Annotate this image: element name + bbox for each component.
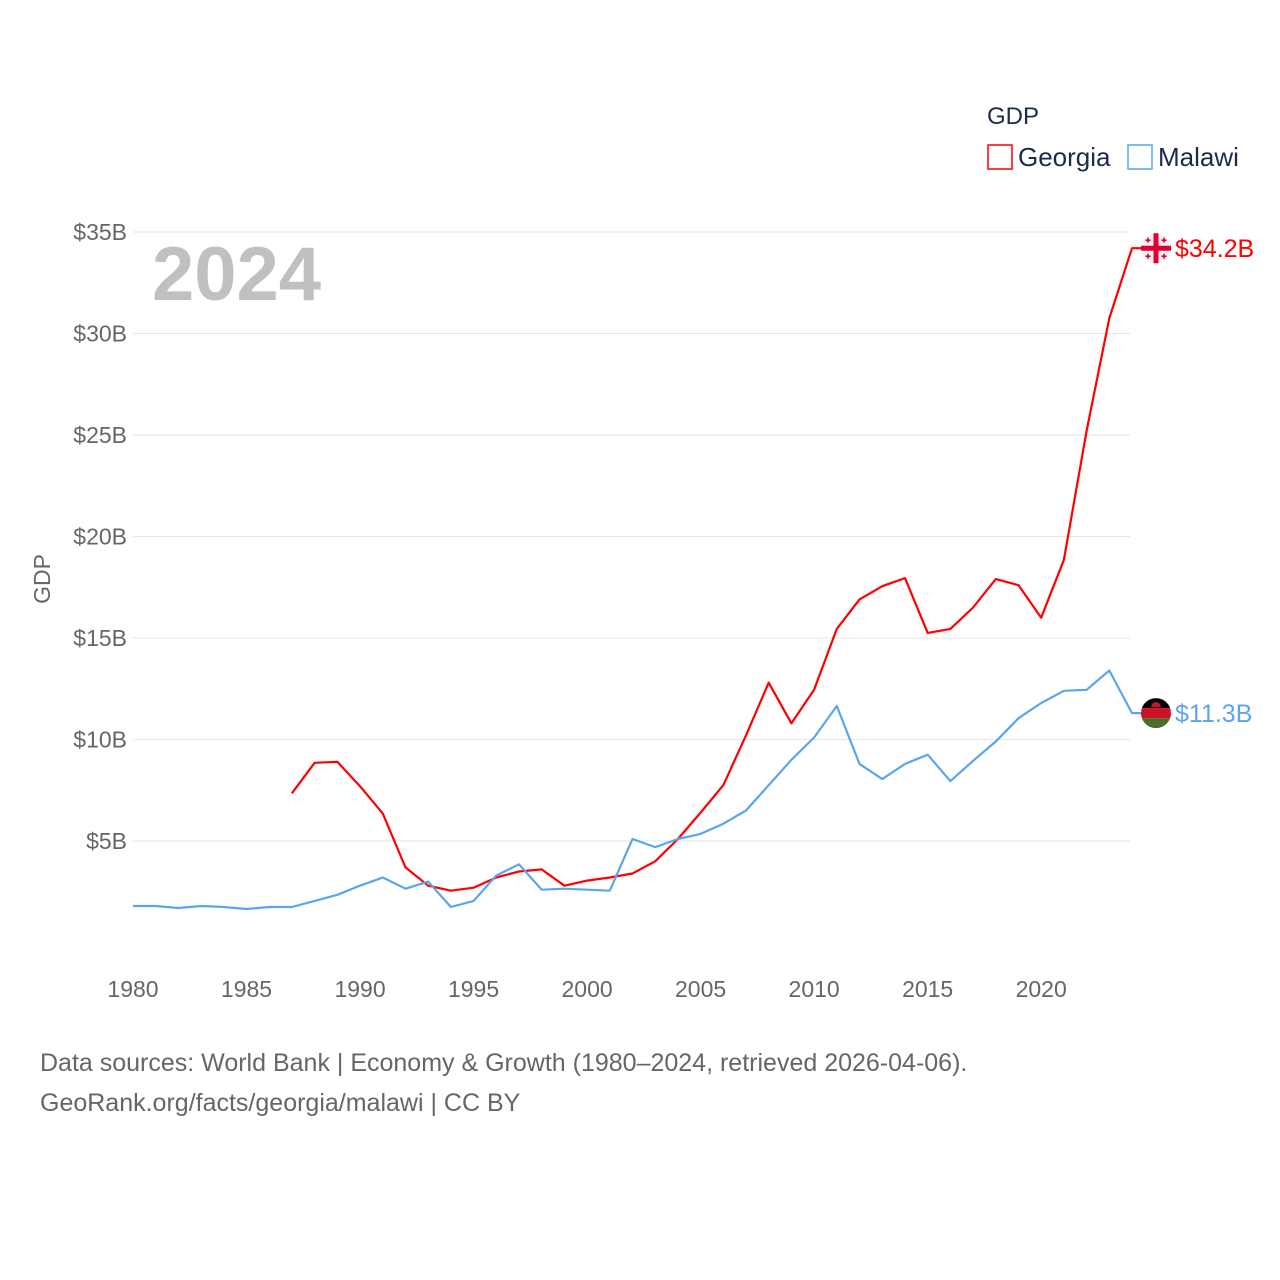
year-watermark: 2024 (152, 232, 321, 317)
x-tick-label: 1990 (334, 976, 385, 1002)
x-tick-label: 2015 (902, 976, 953, 1002)
legend-item-malawi[interactable]: Malawi (1127, 142, 1239, 172)
legend-swatch-malawi (1127, 144, 1153, 170)
legend: GDP Georgia Malawi (987, 103, 1239, 172)
x-axis-ticks: 1980 1985 1990 1995 2000 2005 2010 2015 2020 (107, 976, 1066, 1002)
flag-georgia-icon (1141, 233, 1171, 264)
x-tick-label: 2005 (675, 976, 726, 1002)
series-lines (133, 247, 1144, 911)
y-tick-label: $5B (86, 828, 127, 854)
legend-label-georgia: Georgia (1018, 142, 1111, 172)
legend-swatch-georgia (987, 144, 1013, 170)
y-tick-label: $35B (73, 219, 127, 245)
y-tick-label: $20B (73, 524, 127, 550)
y-axis-ticks: $5B $10B $15B $20B $25B $30B $35B (73, 219, 127, 854)
x-tick-label: 1980 (107, 976, 158, 1002)
x-tick-label: 2020 (1016, 976, 1067, 1002)
y-tick-label: $30B (73, 321, 127, 347)
attribution-link[interactable]: GeoRank.org/facts/georgia/malawi | CC BY (40, 1089, 521, 1117)
end-value-label-malawi: $11.3B (1175, 700, 1252, 728)
legend-title: GDP (987, 103, 1039, 130)
gridlines (133, 231, 1130, 842)
series-line-georgia (291, 247, 1144, 892)
series-line-malawi (133, 669, 1144, 911)
y-tick-label: $25B (73, 422, 127, 448)
x-tick-label: 2000 (562, 976, 613, 1002)
series-end-labels: $34.2B $11.3B (1141, 233, 1254, 729)
x-tick-label: 2010 (789, 976, 840, 1002)
legend-item-georgia[interactable]: Georgia (987, 142, 1111, 172)
flag-malawi-icon (1141, 698, 1171, 729)
y-axis-label: GDP (29, 554, 55, 604)
x-tick-label: 1985 (221, 976, 272, 1002)
y-tick-label: $10B (73, 727, 127, 753)
end-value-label-georgia: $34.2B (1175, 235, 1254, 263)
x-tick-label: 1995 (448, 976, 499, 1002)
footer: Data sources: World Bank | Economy & Gro… (40, 1043, 967, 1123)
data-sources-text: Data sources: World Bank | Economy & Gro… (40, 1049, 968, 1077)
legend-label-malawi: Malawi (1158, 142, 1239, 172)
y-tick-label: $15B (73, 625, 127, 651)
